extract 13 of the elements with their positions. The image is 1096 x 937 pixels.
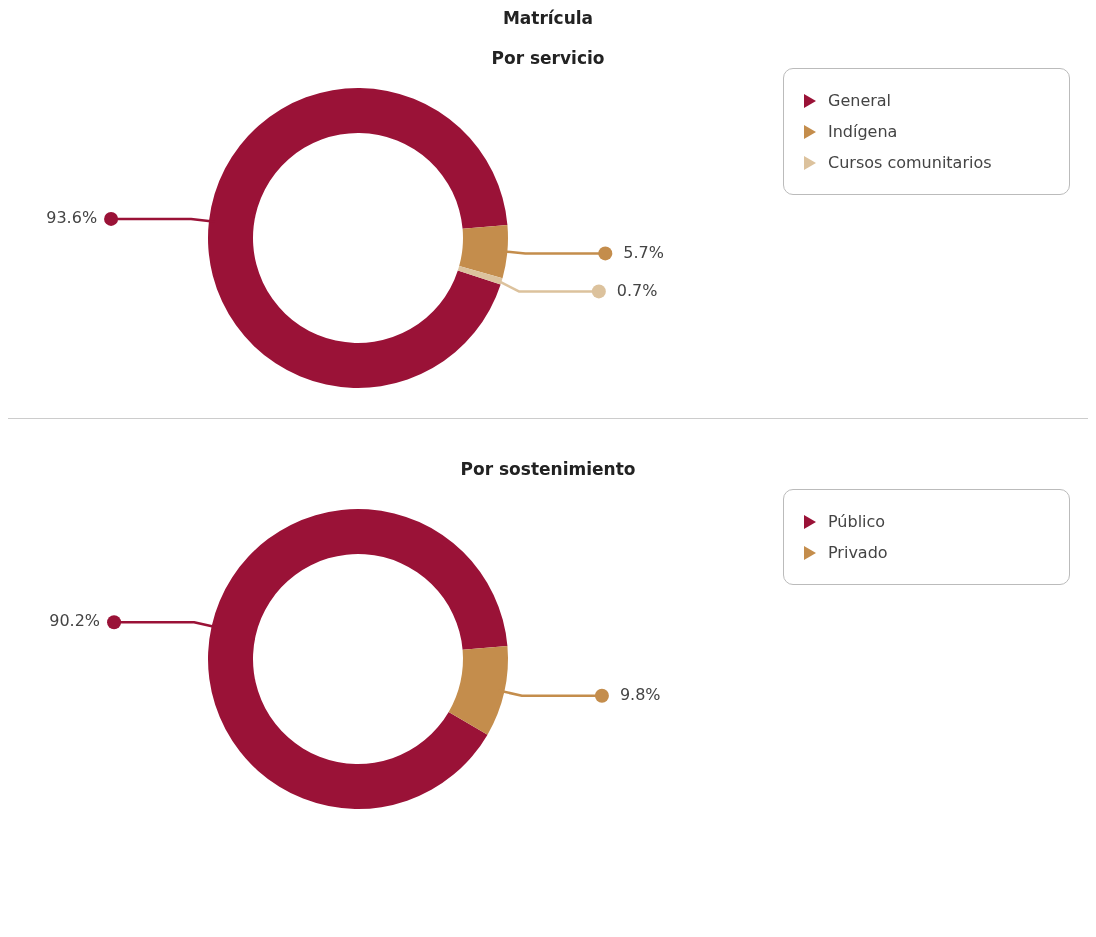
data-label: 5.7% <box>623 242 664 262</box>
data-label: 90.2% <box>49 611 101 631</box>
legend-label: General <box>828 91 892 110</box>
data-label: 0.7% <box>616 280 658 300</box>
legend-label: Público <box>828 512 886 531</box>
legend-label: Indígena <box>828 122 898 141</box>
chart-title: Matrícula <box>501 8 595 28</box>
data-label: 9.8% <box>619 684 661 704</box>
chart-subtitle: Por servicio <box>490 48 606 68</box>
legend-label: Cursos comunitarios <box>828 153 992 172</box>
chart-title: Por sostenimiento <box>459 459 637 479</box>
legend-label: Privado <box>828 543 888 562</box>
data-label: 93.6% <box>46 208 98 228</box>
